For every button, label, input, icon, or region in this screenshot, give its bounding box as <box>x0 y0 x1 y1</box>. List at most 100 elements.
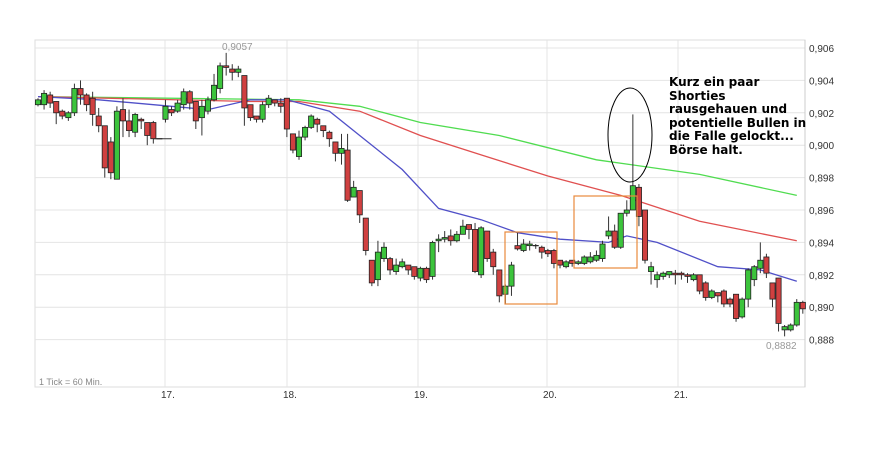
candle-body <box>429 241 436 277</box>
candle-body <box>247 104 254 119</box>
candle <box>429 240 436 280</box>
candle-body <box>204 99 211 112</box>
y-tick-label: 0,906 <box>809 44 834 55</box>
candle <box>672 269 679 285</box>
candle <box>514 232 521 251</box>
candle-body <box>453 233 460 242</box>
candle-body <box>380 246 387 259</box>
candle <box>702 281 709 301</box>
candle-body <box>101 125 108 169</box>
candle <box>302 125 309 141</box>
candle <box>532 244 539 249</box>
candle <box>138 117 145 129</box>
x-tick-label: 21. <box>674 390 688 401</box>
candle-body <box>465 224 472 230</box>
candle <box>745 268 752 308</box>
y-tick-label: 0,892 <box>809 271 834 282</box>
candle-body <box>617 212 624 248</box>
candle <box>520 239 527 253</box>
candle-body <box>71 88 78 114</box>
candle <box>380 242 387 262</box>
candle <box>344 133 351 202</box>
candle-body <box>308 115 315 128</box>
candle <box>168 106 175 117</box>
candle <box>666 271 673 279</box>
candle <box>332 141 339 162</box>
candle-body <box>720 290 727 305</box>
candle <box>35 98 42 107</box>
candle <box>338 133 345 165</box>
candle-body <box>751 266 758 281</box>
candle-body <box>235 68 242 73</box>
candle-body <box>229 68 236 73</box>
candle-body <box>648 266 655 272</box>
candle <box>314 117 321 133</box>
candle <box>126 109 133 138</box>
candle-body <box>739 298 746 318</box>
candle-body <box>563 261 570 268</box>
candle <box>648 261 655 285</box>
candle <box>629 114 636 211</box>
candle <box>678 271 685 280</box>
x-tick-label: 20. <box>543 390 557 401</box>
candle-body <box>569 259 576 264</box>
candle <box>107 137 114 180</box>
candle <box>769 282 776 308</box>
candle <box>799 300 806 314</box>
low-label: 0,8882 <box>766 341 797 352</box>
candle <box>472 222 479 274</box>
candle <box>660 271 667 280</box>
candle-body <box>629 185 636 211</box>
candle <box>204 96 211 115</box>
candle <box>387 256 394 275</box>
candle <box>557 259 564 269</box>
candle <box>623 200 630 217</box>
candle-body <box>781 326 788 331</box>
candle-body <box>89 97 96 115</box>
candle <box>47 91 54 108</box>
candle <box>71 83 78 117</box>
candle-body <box>283 97 290 130</box>
candle <box>690 273 697 282</box>
candle-body <box>271 99 278 104</box>
candle <box>180 88 187 110</box>
candle <box>399 258 406 269</box>
candle-body <box>654 274 661 281</box>
candle-body <box>550 250 557 264</box>
candle-body <box>362 217 369 251</box>
candle <box>374 240 381 287</box>
candle <box>144 122 151 146</box>
candle <box>599 240 606 262</box>
candle-body <box>417 267 424 279</box>
candle-body <box>211 84 218 101</box>
candle-body <box>660 272 667 277</box>
candle-body <box>678 272 685 276</box>
candle-body <box>405 264 412 271</box>
candle-body <box>581 256 588 264</box>
candle <box>83 93 90 112</box>
candle-body <box>769 282 776 300</box>
x-tick-label: 19. <box>414 390 428 401</box>
candle-body <box>666 271 673 276</box>
candle-body <box>593 254 600 261</box>
candle <box>132 112 139 138</box>
candle-body <box>223 65 230 68</box>
moving-average-ma_long <box>37 95 797 197</box>
y-tick-label: 0,904 <box>809 76 834 87</box>
candle <box>356 190 363 223</box>
candle-body <box>344 149 351 201</box>
candle <box>696 274 703 295</box>
candle-body <box>198 105 205 119</box>
candle-body <box>605 230 612 237</box>
annotation-ellipse <box>607 87 653 183</box>
candle-body <box>708 290 715 298</box>
candle-body <box>714 292 721 297</box>
candle-body <box>702 282 709 298</box>
candle-body <box>484 230 491 259</box>
candle-body <box>186 91 193 104</box>
candle <box>587 252 594 264</box>
candle <box>417 266 424 282</box>
candle <box>775 277 782 332</box>
candle-body <box>635 186 642 217</box>
